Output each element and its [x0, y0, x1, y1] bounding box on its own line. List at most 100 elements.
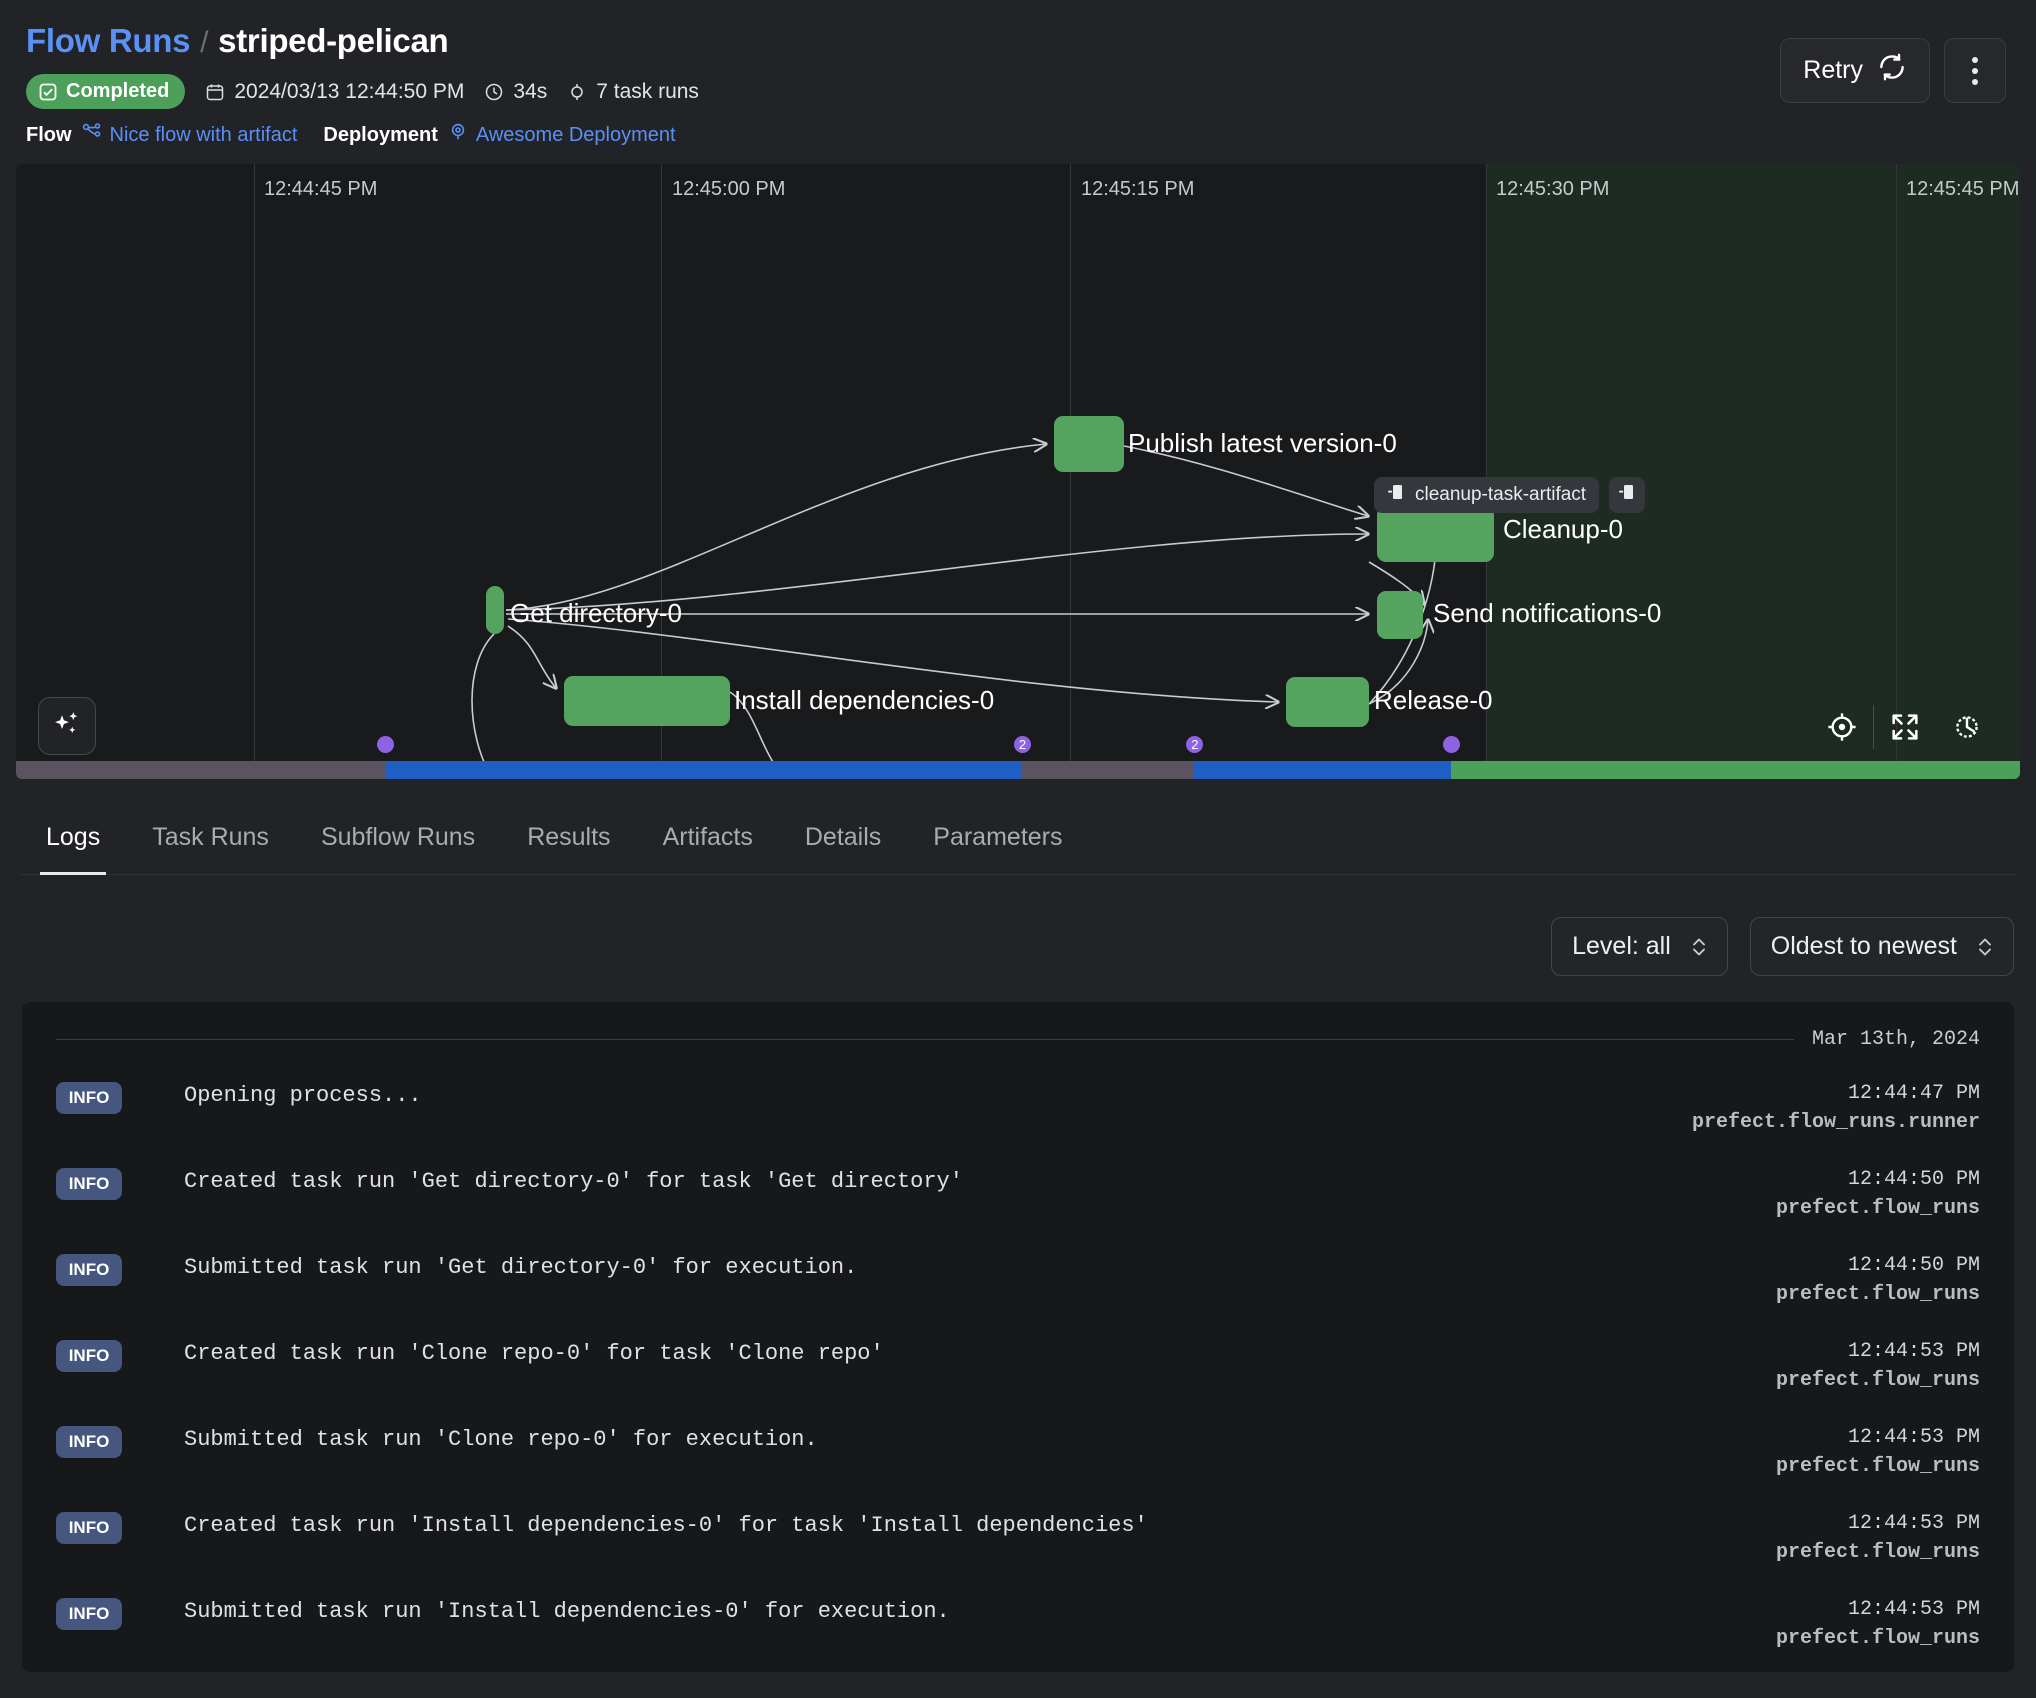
artifact-marker[interactable]: 2 [1186, 736, 1204, 753]
log-level-select[interactable]: Level: all [1551, 917, 1728, 976]
log-filters: Level: all Oldest to newest [22, 917, 2014, 976]
deployment-name: Awesome Deployment [475, 123, 676, 146]
log-level-badge: INFO [56, 1512, 122, 1544]
log-message: Created task run 'Install dependencies-0… [184, 1513, 1148, 1538]
deployment-pin-icon [448, 122, 468, 148]
graph-node-install-dependencies[interactable] [564, 676, 730, 726]
log-message: Created task run 'Get directory-0' for t… [184, 1169, 963, 1194]
artifact-chip-extra[interactable] [1609, 477, 1645, 513]
check-square-icon [38, 82, 58, 102]
breadcrumb: Flow Runs / striped-pelican [26, 22, 2010, 60]
log-logger: prefect.flow_runs [1775, 1455, 1980, 1478]
artifact-marker[interactable]: 2 [1013, 736, 1031, 753]
log-row[interactable]: INFO Opening process... 12:44:47 PM pref… [38, 1065, 1998, 1151]
page-header: Flow Runs / striped-pelican Completed [0, 0, 2036, 148]
log-meta: 12:44:53 PM prefect.flow_runs [1680, 1512, 1980, 1564]
gear-icon[interactable] [1936, 699, 1998, 755]
run-timeline-graph[interactable]: 12:44:45 PM 12:45:00 PM 12:45:15 PM 12:4… [16, 164, 2020, 779]
retry-button[interactable]: Retry [1780, 38, 1930, 103]
log-logger: prefect.flow_runs [1775, 1369, 1980, 1392]
flow-deployment-row: Flow Nice flow with artifact Deployment [26, 122, 2010, 148]
log-row[interactable]: INFO Created task run 'Install dependenc… [38, 1495, 1998, 1581]
future-shade [1486, 164, 2020, 779]
log-time: 12:44:47 PM [1847, 1082, 1980, 1105]
tab-artifacts[interactable]: Artifacts [662, 823, 753, 851]
log-row[interactable]: INFO Created task run 'Get directory-0' … [38, 1151, 1998, 1237]
page-title: striped-pelican [218, 22, 449, 59]
artifact-chip-cleanup-task-artifact[interactable]: cleanup-task-artifact [1374, 477, 1600, 513]
detail-tabs: Logs Task Runs Subflow Runs Results Arti… [20, 809, 2016, 875]
log-time: 12:44:53 PM [1847, 1512, 1980, 1535]
header-actions: Retry [1780, 38, 2006, 103]
log-list[interactable]: Mar 13th, 2024 INFO Opening process... 1… [22, 1002, 2014, 1672]
log-row[interactable]: INFO Submitted task run 'Clone repo-0' f… [38, 1409, 1998, 1495]
status-badge: Completed [26, 74, 186, 109]
graph-node-label: Release-0 [1374, 685, 1493, 715]
axis-label: 12:45:30 PM [1496, 178, 1610, 200]
graph-node-label: Get directory-0 [510, 598, 682, 628]
log-time: 12:44:50 PM [1847, 1254, 1980, 1277]
progress-segment [384, 761, 1022, 779]
progress-segment [1022, 761, 1195, 779]
flow-link[interactable]: Nice flow with artifact [82, 123, 297, 147]
log-date-label: Mar 13th, 2024 [1811, 1028, 1980, 1051]
log-meta: 12:44:50 PM prefect.flow_runs [1680, 1254, 1980, 1306]
task-icon [567, 82, 587, 102]
more-options-button[interactable] [1944, 38, 2006, 103]
graph-node-get-directory[interactable] [486, 586, 504, 634]
tab-task-runs[interactable]: Task Runs [152, 823, 269, 851]
clock-icon [484, 82, 504, 102]
sparkle-button[interactable] [38, 697, 96, 755]
graph-edges [471, 164, 2020, 779]
progress-segment [1450, 761, 2020, 779]
log-level-badge: INFO [56, 1168, 122, 1200]
axis-tick [1896, 164, 1897, 779]
log-row[interactable]: INFO Submitted task run 'Get directory-0… [38, 1237, 1998, 1323]
run-progress-bar[interactable] [16, 761, 2020, 779]
deployment-link[interactable]: Awesome Deployment [448, 122, 676, 148]
log-sort-select[interactable]: Oldest to newest [1749, 917, 2014, 976]
log-logger: prefect.flow_runs.runner [1691, 1111, 1980, 1134]
tab-logs[interactable]: Logs [20, 809, 126, 875]
progress-segment [1194, 761, 1451, 779]
log-message: Submitted task run 'Install dependencies… [184, 1599, 950, 1624]
task-runs-value: 7 task runs [596, 79, 699, 103]
graph-node-label: Cleanup-0 [1503, 514, 1623, 544]
log-sort-value: Oldest to newest [1770, 932, 1957, 960]
log-meta: 12:44:50 PM prefect.flow_runs [1680, 1168, 1980, 1220]
separator-line [56, 1039, 1794, 1040]
log-meta: 12:44:47 PM prefect.flow_runs.runner [1680, 1082, 1980, 1134]
task-runs-count: 7 task runs [567, 80, 699, 104]
tab-parameters[interactable]: Parameters [933, 823, 1063, 851]
status-badge-label: Completed [66, 80, 170, 102]
retry-button-label: Retry [1803, 56, 1863, 84]
start-time-value: 2024/03/13 12:44:50 PM [234, 79, 465, 103]
log-row[interactable]: INFO Finished in state Completed() 12:44… [38, 1667, 1998, 1672]
log-time: 12:44:53 PM [1847, 1340, 1980, 1363]
graph-node-publish-latest-version[interactable] [1054, 416, 1124, 472]
fullscreen-icon[interactable] [1874, 699, 1936, 755]
graph-node-send-notifications[interactable] [1377, 591, 1423, 639]
tab-subflow-runs[interactable]: Subflow Runs [320, 823, 476, 851]
sparkle-icon [52, 709, 82, 744]
log-row[interactable]: INFO Created task run 'Clone repo-0' for… [38, 1323, 1998, 1409]
calendar-icon [205, 82, 225, 102]
tab-details[interactable]: Details [804, 823, 882, 851]
deployment-label: Deployment [323, 123, 438, 146]
duration: 34s [484, 80, 547, 104]
flow-group: Flow Nice flow with artifact [26, 123, 297, 147]
artifact-icon [1387, 483, 1405, 507]
log-row[interactable]: INFO Submitted task run 'Install depende… [38, 1581, 1998, 1667]
artifact-marker[interactable] [376, 736, 394, 753]
graph-node-cleanup[interactable] [1377, 506, 1494, 562]
flow-icon [82, 123, 102, 147]
log-time: 12:44:53 PM [1847, 1598, 1980, 1621]
tab-results[interactable]: Results [527, 823, 611, 851]
deployment-group: Deployment Awesome Deployment [323, 122, 675, 148]
graph-node-label: Send notifications-0 [1433, 598, 1662, 628]
center-icon[interactable] [1811, 699, 1873, 755]
artifact-marker[interactable] [1442, 736, 1460, 753]
breadcrumb-flow-runs-link[interactable]: Flow Runs [26, 22, 191, 59]
graph-node-release[interactable] [1286, 677, 1369, 727]
